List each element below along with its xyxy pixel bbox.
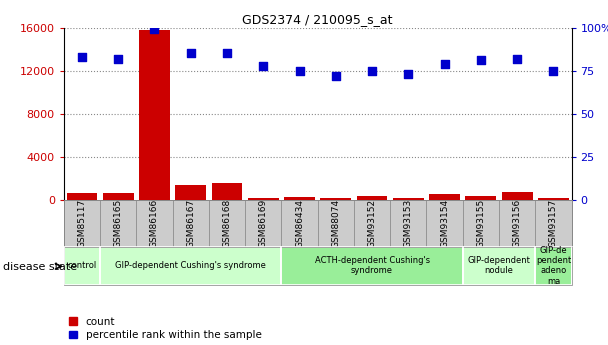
Bar: [100, 247, 282, 285]
Bar: [535, 247, 572, 285]
Bar: [354, 200, 390, 247]
Bar: [209, 200, 245, 247]
Text: control: control: [67, 261, 97, 270]
Text: GSM86434: GSM86434: [295, 199, 304, 248]
Point: [186, 51, 196, 56]
Bar: [245, 200, 282, 247]
Bar: [248, 198, 278, 200]
Bar: [466, 196, 496, 200]
Point: [404, 71, 413, 77]
Bar: [175, 185, 206, 200]
Text: GSM88074: GSM88074: [331, 199, 340, 248]
Text: GSM86165: GSM86165: [114, 199, 123, 248]
Text: GIP-dependent
nodule: GIP-dependent nodule: [468, 256, 530, 275]
Bar: [173, 200, 209, 247]
Point: [77, 54, 87, 60]
Bar: [282, 200, 317, 247]
Point: [548, 68, 558, 73]
Bar: [502, 192, 533, 200]
Text: GSM85117: GSM85117: [77, 199, 86, 248]
Text: ACTH-dependent Cushing's
syndrome: ACTH-dependent Cushing's syndrome: [314, 256, 430, 275]
Point: [513, 56, 522, 61]
Bar: [538, 198, 569, 200]
Bar: [426, 200, 463, 247]
Point: [150, 27, 159, 32]
Bar: [284, 197, 315, 200]
Point: [295, 68, 305, 73]
Bar: [463, 200, 499, 247]
Bar: [103, 193, 134, 200]
Text: GIP-de
pendent
adeno
ma: GIP-de pendent adeno ma: [536, 246, 571, 286]
Bar: [66, 193, 97, 200]
Point: [367, 68, 377, 73]
Text: GIP-dependent Cushing's syndrome: GIP-dependent Cushing's syndrome: [116, 261, 266, 270]
Bar: [320, 198, 351, 200]
Text: disease state: disease state: [3, 263, 77, 272]
Bar: [64, 200, 100, 247]
Bar: [212, 183, 243, 200]
Text: GSM86166: GSM86166: [150, 199, 159, 248]
Text: GSM93154: GSM93154: [440, 199, 449, 248]
Bar: [64, 247, 100, 285]
Bar: [136, 200, 173, 247]
Text: GSM93153: GSM93153: [404, 199, 413, 248]
Title: GDS2374 / 210095_s_at: GDS2374 / 210095_s_at: [243, 13, 393, 27]
Bar: [139, 30, 170, 200]
Bar: [282, 247, 463, 285]
Bar: [463, 247, 535, 285]
Point: [258, 63, 268, 68]
Text: GSM86167: GSM86167: [186, 199, 195, 248]
Text: GSM86169: GSM86169: [259, 199, 268, 248]
Bar: [317, 200, 354, 247]
Text: GSM93152: GSM93152: [368, 199, 376, 248]
Bar: [357, 196, 387, 200]
Bar: [499, 200, 535, 247]
Point: [440, 61, 449, 67]
Bar: [393, 198, 424, 200]
Text: GSM93156: GSM93156: [513, 199, 522, 248]
Point: [476, 58, 486, 63]
Text: GSM86168: GSM86168: [223, 199, 232, 248]
Point: [222, 51, 232, 56]
Bar: [429, 194, 460, 200]
Bar: [100, 200, 136, 247]
Text: GSM93155: GSM93155: [476, 199, 485, 248]
Bar: [535, 200, 572, 247]
Legend: count, percentile rank within the sample: count, percentile rank within the sample: [69, 317, 261, 340]
Bar: [390, 200, 426, 247]
Point: [113, 56, 123, 61]
Text: GSM93157: GSM93157: [549, 199, 558, 248]
Point: [331, 73, 340, 79]
